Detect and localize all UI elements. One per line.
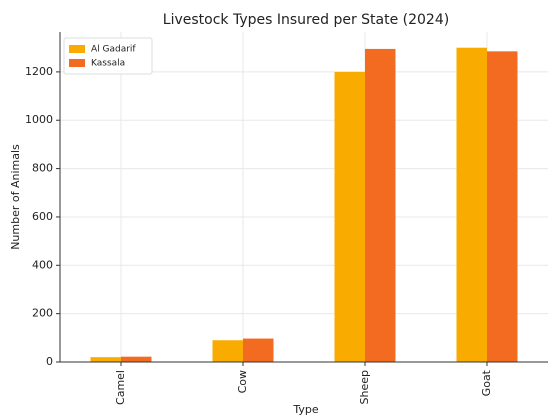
bar [243, 338, 274, 362]
bar [212, 340, 243, 362]
chart-title: Livestock Types Insured per State (2024) [163, 12, 449, 28]
bar [90, 357, 121, 362]
y-tick-label: 1000 [25, 113, 53, 126]
x-axis-label: Type [292, 403, 318, 416]
legend-label: Al Gadarif [91, 45, 136, 55]
legend-swatch [69, 59, 85, 67]
legend-label: Kassala [91, 59, 125, 69]
bar [334, 71, 365, 362]
legend-box [63, 37, 153, 75]
y-axis-label: Number of Animals [9, 144, 22, 250]
y-tick-label: 400 [32, 258, 53, 271]
y-tick-label: 800 [32, 162, 53, 175]
bar [365, 48, 396, 363]
bar [121, 356, 152, 362]
y-tick-label: 1200 [25, 65, 53, 78]
x-tick-label: Goat [480, 369, 493, 396]
bar [456, 47, 487, 362]
y-tick-label: 200 [32, 307, 53, 320]
bar [487, 51, 518, 362]
legend-swatch [69, 45, 85, 53]
x-tick-label: Camel [114, 370, 127, 405]
x-tick-label: Cow [236, 370, 249, 393]
y-tick-label: 600 [32, 210, 53, 223]
x-tick-label: Sheep [358, 370, 371, 404]
y-tick-label: 0 [46, 355, 53, 368]
